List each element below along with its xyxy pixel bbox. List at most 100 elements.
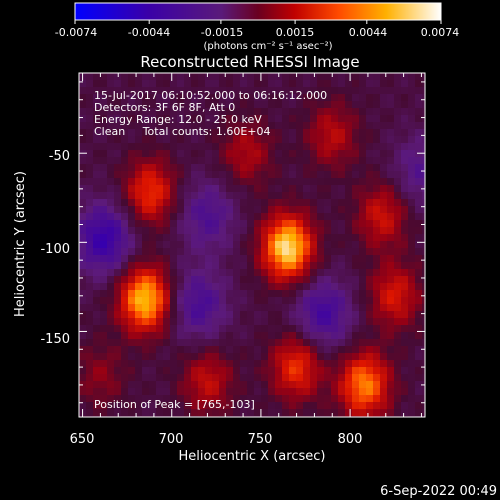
heatmap-cell xyxy=(219,115,227,123)
heatmap-cell xyxy=(226,185,234,193)
heatmap-cell xyxy=(93,87,101,95)
heatmap-cell xyxy=(317,353,325,361)
heatmap-cell xyxy=(170,318,178,326)
heatmap-cell xyxy=(254,150,262,158)
heatmap-cell xyxy=(310,360,318,368)
heatmap-cell xyxy=(408,115,416,123)
heatmap-cell xyxy=(128,150,136,158)
heatmap-cell xyxy=(422,234,425,242)
heatmap-cell xyxy=(268,206,276,214)
heatmap-cell xyxy=(240,241,248,249)
heatmap-cell xyxy=(191,374,199,382)
heatmap-cell xyxy=(345,360,353,368)
heatmap-cell xyxy=(79,367,87,375)
heatmap-cell xyxy=(114,129,122,137)
heatmap-cell xyxy=(401,241,409,249)
heatmap-cell xyxy=(233,339,241,347)
heatmap-cell xyxy=(198,220,206,228)
heatmap-cell xyxy=(79,297,87,305)
heatmap-cell xyxy=(114,199,122,207)
heatmap-cell xyxy=(233,346,241,354)
heatmap-cell xyxy=(303,255,311,263)
heatmap-cell xyxy=(324,255,332,263)
heatmap-cell xyxy=(289,290,297,298)
heatmap-cell xyxy=(128,206,136,214)
heatmap-cell xyxy=(359,409,367,417)
heatmap-cell xyxy=(275,108,283,116)
heatmap-cell xyxy=(345,234,353,242)
heatmap-cell xyxy=(247,115,255,123)
heatmap-cell xyxy=(233,374,241,382)
heatmap-cell xyxy=(107,409,115,417)
heatmap-cell xyxy=(205,353,213,361)
heatmap-cell xyxy=(289,206,297,214)
heatmap-cell xyxy=(219,276,227,284)
heatmap-cell xyxy=(289,381,297,389)
heatmap-cell xyxy=(387,325,395,333)
heatmap-cell xyxy=(380,332,388,340)
heatmap-cell xyxy=(240,360,248,368)
heatmap-cell xyxy=(387,213,395,221)
heatmap-cell xyxy=(324,276,332,284)
heatmap-cell xyxy=(149,388,157,396)
heatmap-cell xyxy=(296,234,304,242)
heatmap-cell xyxy=(79,388,87,396)
heatmap-cell xyxy=(373,290,381,298)
heatmap-cell xyxy=(219,262,227,270)
heatmap-cell xyxy=(135,339,143,347)
heatmap-cell xyxy=(282,178,290,186)
heatmap-cell xyxy=(387,262,395,270)
heatmap-cell xyxy=(254,283,262,291)
heatmap-cell xyxy=(233,367,241,375)
heatmap-cell xyxy=(366,108,374,116)
heatmap-cell xyxy=(359,157,367,165)
heatmap-cell xyxy=(275,157,283,165)
heatmap-cell xyxy=(212,87,220,95)
heatmap-cell xyxy=(142,332,150,340)
heatmap-cell xyxy=(86,227,94,235)
heatmap-cell xyxy=(408,150,416,158)
heatmap-cell xyxy=(184,269,192,277)
heatmap-cell xyxy=(191,276,199,284)
heatmap-cell xyxy=(282,374,290,382)
heatmap-cell xyxy=(184,255,192,263)
heatmap-cell xyxy=(380,199,388,207)
heatmap-cell xyxy=(86,360,94,368)
heatmap-cell xyxy=(394,325,402,333)
heatmap-cell xyxy=(184,150,192,158)
heatmap-cell xyxy=(86,178,94,186)
heatmap-cell xyxy=(373,213,381,221)
heatmap-cell xyxy=(352,234,360,242)
heatmap-cell xyxy=(394,87,402,95)
heatmap-cell xyxy=(415,304,423,312)
heatmap-cell xyxy=(366,80,374,88)
heatmap-cell xyxy=(156,108,164,116)
heatmap-cell xyxy=(100,332,108,340)
heatmap-cell xyxy=(240,248,248,256)
heatmap-cell xyxy=(289,199,297,207)
heatmap-cell xyxy=(352,388,360,396)
heatmap-cell xyxy=(254,241,262,249)
heatmap-cell xyxy=(303,101,311,109)
heatmap-cell xyxy=(296,80,304,88)
heatmap-cell xyxy=(359,367,367,375)
heatmap-cell xyxy=(79,276,87,284)
heatmap-cell xyxy=(408,360,416,368)
heatmap-cell xyxy=(303,311,311,319)
heatmap-cell xyxy=(275,339,283,347)
heatmap-cell xyxy=(261,318,269,326)
heatmap-cell xyxy=(205,73,213,81)
heatmap-cell xyxy=(296,136,304,144)
heatmap-cell xyxy=(415,276,423,284)
heatmap-cell xyxy=(114,108,122,116)
heatmap-cell xyxy=(415,199,423,207)
heatmap-cell xyxy=(408,297,416,305)
heatmap-cell xyxy=(191,290,199,298)
heatmap-cell xyxy=(254,220,262,228)
heatmap-cell xyxy=(282,409,290,417)
heatmap-cell xyxy=(401,234,409,242)
heatmap-cell xyxy=(205,304,213,312)
heatmap-cell xyxy=(163,171,171,179)
heatmap-cell xyxy=(275,129,283,137)
heatmap-cell xyxy=(380,346,388,354)
